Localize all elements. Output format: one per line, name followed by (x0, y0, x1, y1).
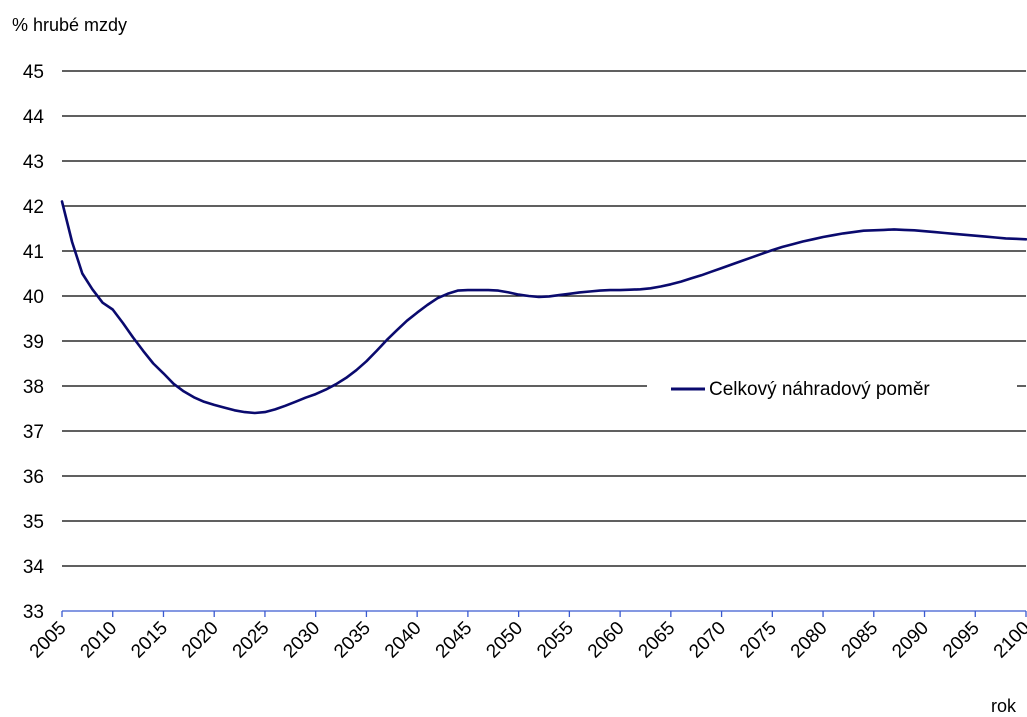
y-tick-label: 40 (23, 287, 44, 308)
x-tick-label: 2030 (279, 618, 324, 663)
y-tick-label: 41 (23, 242, 44, 263)
x-tick-label: 2040 (381, 618, 426, 663)
x-tick-label: 2070 (685, 618, 730, 663)
x-tick-label: 2045 (432, 618, 477, 663)
x-tick-label: 2050 (482, 618, 527, 663)
x-tick-label: 2025 (229, 618, 274, 663)
x-tick-label: 2085 (838, 618, 883, 663)
x-tick-label: 2015 (127, 618, 172, 663)
x-tick-label: 2065 (635, 618, 680, 663)
x-tick-label: 2060 (584, 618, 629, 663)
legend-background (647, 369, 1017, 409)
x-axis-ticks: 2005 2010 2015 2020 2025 2030 2035 2040 2045 2050… (26, 618, 1027, 663)
x-tick-label: 2020 (178, 618, 223, 663)
series-layer (60, 200, 1027, 415)
x-tick-label: 2090 (888, 618, 933, 663)
y-tick-label: 39 (23, 332, 44, 353)
y-tick-label: 33 (23, 602, 44, 623)
y-tick-label: 44 (23, 107, 45, 128)
x-tick-label: 2075 (736, 618, 781, 663)
y-tick-label: 45 (23, 62, 44, 83)
y-tick-label: 42 (23, 197, 44, 218)
x-tick-label: 2080 (787, 618, 832, 663)
x-tick-label: 2035 (330, 618, 375, 663)
x-tick-label: 2055 (533, 618, 578, 663)
y-tick-label: 35 (23, 512, 44, 533)
y-tick-label: 38 (23, 377, 44, 398)
y-tick-label: 34 (23, 557, 45, 578)
y-tick-label: 43 (23, 152, 44, 173)
y-axis-title: % hrubé mzdy (12, 15, 127, 35)
legend: Celkový náhradový poměr (647, 369, 1017, 409)
series-line-0 (60, 200, 1027, 415)
x-axis (61, 610, 1027, 617)
x-tick-label: 2005 (26, 618, 71, 663)
x-axis-title: rok (991, 696, 1017, 716)
y-axis-ticks: 33 34 35 36 37 38 39 40 41 42 43 44 45 (23, 62, 45, 623)
x-tick-label: 2095 (939, 618, 984, 663)
x-tick-label: 2010 (77, 618, 122, 663)
legend-label: Celkový náhradový poměr (709, 379, 930, 400)
y-tick-label: 36 (23, 467, 44, 488)
x-tick-label: 2100 (990, 618, 1027, 663)
gridlines (62, 70, 1026, 567)
y-tick-label: 37 (23, 422, 44, 443)
